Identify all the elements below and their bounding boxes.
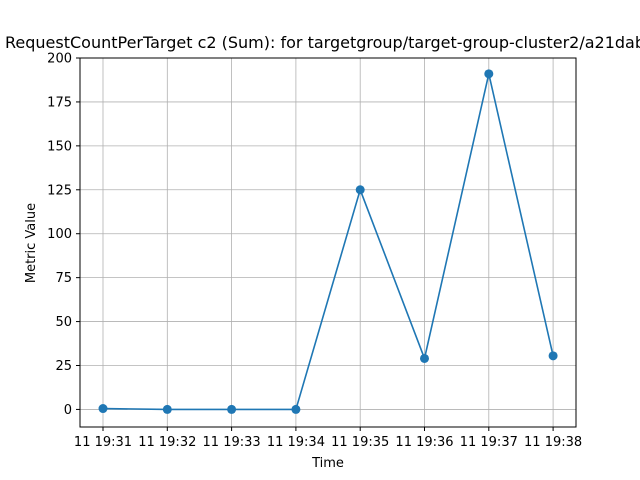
x-tick-label: 11 19:35 [331,435,389,450]
x-tick-label: 11 19:38 [524,435,582,450]
grid-lines [80,57,576,427]
y-tick-label: 175 [47,95,72,110]
y-tick-label: 25 [55,359,72,374]
y-tick-label: 50 [55,315,72,330]
y-tick-label: 125 [47,183,72,198]
chart-title: RequestCountPerTarget c2 (Sum): for targ… [5,33,640,52]
data-point [162,404,172,414]
data-point [291,404,301,414]
plot-area-frame [79,57,577,428]
y-tick-label: 75 [55,271,72,286]
x-axis: 11 19:31 11 19:32 11 19:33 11 19:34 11 19:35… [74,427,582,450]
data-point [484,69,494,79]
x-tick-label: 11 19:34 [267,435,325,450]
data-point [548,351,558,361]
x-tick-label: 11 19:33 [203,435,261,450]
y-tick-label: 0 [64,403,72,418]
series-line [102,73,554,411]
series-layer [98,69,558,414]
y-tick-label: 150 [47,139,72,154]
y-axis-label: Metric Value [24,203,39,283]
y-tick-label: 200 [47,52,72,67]
y-tick-label: 100 [47,227,72,242]
data-point [98,404,108,414]
x-tick-label: 11 19:36 [395,435,453,450]
data-point [355,185,365,195]
x-tick-label: 11 19:32 [138,435,196,450]
y-axis: 0 25 50 75 100 125 150 175 200 [47,52,80,418]
x-tick-label: 11 19:31 [74,435,132,450]
data-point [420,353,429,363]
data-point [227,404,237,414]
x-tick-label: 11 19:37 [460,435,518,450]
x-axis-label: Time [311,456,344,471]
